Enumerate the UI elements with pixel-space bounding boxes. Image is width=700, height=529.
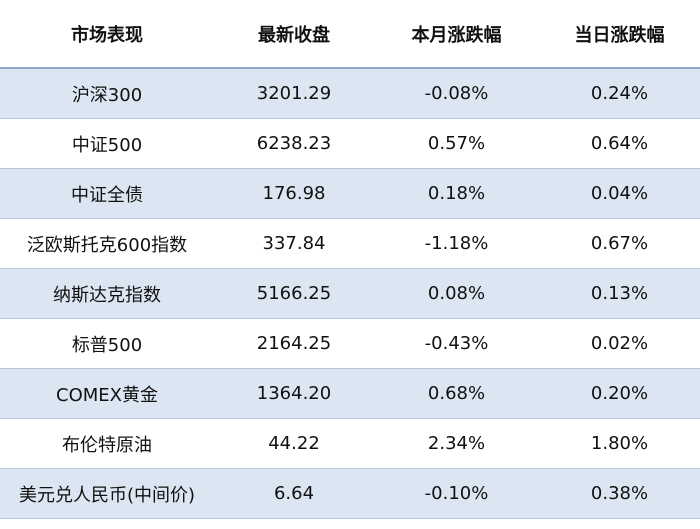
table-cell: 0.18% (374, 168, 539, 219)
table-row: 纳斯达克指数 5166.25 0.08% 0.13% (0, 268, 700, 319)
table-row: 中证全债 176.98 0.18% 0.04% (0, 168, 700, 219)
table-cell: 1.80% (539, 418, 700, 469)
table-cell: 0.67% (539, 218, 700, 269)
table-cell: 337.84 (214, 218, 374, 269)
header-row: 市场表现 最新收盘 本月涨跌幅 当日涨跌幅 (0, 0, 700, 69)
table-cell: 标普500 (0, 318, 214, 369)
table-cell: 0.04% (539, 168, 700, 219)
table-cell: -1.18% (374, 218, 539, 269)
table-cell: 美元兑人民币(中间价) (0, 468, 214, 519)
table-cell: 布伦特原油 (0, 418, 214, 469)
table-cell: 44.22 (214, 418, 374, 469)
table-cell: 6238.23 (214, 118, 374, 169)
table-cell: 3201.29 (214, 68, 374, 119)
table-cell: 176.98 (214, 168, 374, 219)
table-cell: 0.08% (374, 268, 539, 319)
header-cell: 当日涨跌幅 (539, 0, 700, 69)
table-row: 布伦特原油 44.22 2.34% 1.80% (0, 418, 700, 469)
table-cell: -0.08% (374, 68, 539, 119)
table-row: 泛欧斯托克600指数 337.84 -1.18% 0.67% (0, 218, 700, 269)
table-cell: 0.68% (374, 368, 539, 419)
table-cell: 泛欧斯托克600指数 (0, 218, 214, 269)
table-cell: 6.64 (214, 468, 374, 519)
table-row: 中证500 6238.23 0.57% 0.64% (0, 118, 700, 169)
table-cell: 0.57% (374, 118, 539, 169)
table-cell: 中证500 (0, 118, 214, 169)
table-cell: -0.43% (374, 318, 539, 369)
header-cell: 最新收盘 (214, 0, 374, 69)
header-cell: 市场表现 (0, 0, 214, 69)
table-row: 标普500 2164.25 -0.43% 0.02% (0, 318, 700, 369)
table-cell: 0.13% (539, 268, 700, 319)
table-cell: 1364.20 (214, 368, 374, 419)
table-cell: 0.64% (539, 118, 700, 169)
table-cell: 5166.25 (214, 268, 374, 319)
table-row: COMEX黄金 1364.20 0.68% 0.20% (0, 368, 700, 419)
table-cell: 0.24% (539, 68, 700, 119)
table-cell: 沪深300 (0, 68, 214, 119)
table-row: 沪深300 3201.29 -0.08% 0.24% (0, 68, 700, 119)
table-cell: 中证全债 (0, 168, 214, 219)
table-cell: COMEX黄金 (0, 368, 214, 419)
table-row: 美元兑人民币(中间价) 6.64 -0.10% 0.38% (0, 468, 700, 519)
table-cell: 2.34% (374, 418, 539, 469)
table-cell: 纳斯达克指数 (0, 268, 214, 319)
header-cell: 本月涨跌幅 (374, 0, 539, 69)
table-cell: 0.38% (539, 468, 700, 519)
table-cell: 0.02% (539, 318, 700, 369)
table-cell: 0.20% (539, 368, 700, 419)
table-cell: -0.10% (374, 468, 539, 519)
table-cell: 2164.25 (214, 318, 374, 369)
